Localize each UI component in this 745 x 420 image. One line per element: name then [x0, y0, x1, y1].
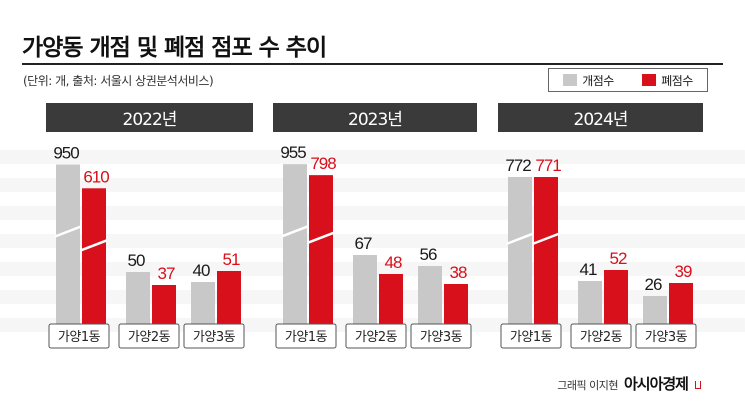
category-label-2024년-가양3동: 가양3동 [645, 330, 688, 345]
legend-item-open: 개점수 [563, 72, 614, 89]
bar-2024년-가양3동-close [669, 283, 693, 324]
category-label-2024년-가양2동: 가양2동 [580, 330, 623, 345]
chart-title: 가양동 개점 및 폐점 점포 수 추이 [22, 35, 327, 61]
data-label-2024년-가양1동-open: 772 [505, 156, 531, 175]
bar-2022년-가양1동-open [56, 164, 80, 324]
data-label-2024년-가양3동-close: 39 [675, 262, 692, 281]
data-label-2024년-가양1동-close: 771 [535, 156, 561, 175]
category-label-2022년-가양2동: 가양2동 [128, 330, 171, 345]
legend: 개점수 폐점수 [548, 68, 708, 92]
bar-2024년-가양3동-open [643, 296, 667, 324]
category-box-2022년-가양2동 [118, 323, 180, 349]
data-label-2023년-가양3동-open: 56 [420, 245, 437, 264]
bar-2024년-가양1동-open [508, 176, 532, 324]
bar-2022년-가양1동-close [82, 188, 106, 324]
category-label-2023년-가양1동: 가양1동 [285, 330, 328, 345]
data-label-2022년-가양3동-close: 51 [223, 250, 240, 269]
axis-break-2023년-가양1동-open [281, 225, 309, 238]
category-label-2022년-가양1동: 가양1동 [58, 330, 101, 345]
publisher-logo: 아시아경제 [623, 375, 689, 393]
category-box-2022년-가양1동 [48, 323, 110, 349]
data-label-2023년-가양3동-close: 38 [450, 263, 467, 282]
axis-break-2022년-가양1동-close [80, 239, 108, 252]
credit-text: 그래픽 이지현 [557, 379, 618, 392]
bar-2022년-가양3동-open [191, 282, 215, 324]
bar-2023년-가양1동-close [309, 175, 333, 324]
category-box-2024년-가양3동 [635, 323, 697, 349]
bar-2022년-가양2동-close [152, 285, 176, 324]
data-label-2022년-가양1동-close: 610 [83, 167, 109, 186]
axis-break-2024년-가양1동-close [532, 232, 560, 245]
category-label-2023년-가양3동: 가양3동 [420, 330, 463, 345]
data-label-2022년-가양2동-open: 50 [128, 251, 145, 270]
axis-break-2023년-가양1동-close [307, 231, 335, 244]
data-label-2022년-가양1동-open: 950 [53, 144, 79, 163]
category-box-2023년-가양1동 [275, 323, 337, 349]
year-header-2024: 2024년 [498, 103, 703, 132]
data-label-2024년-가양2동-open: 41 [580, 260, 597, 279]
data-label-2023년-가양1동-open: 955 [280, 143, 306, 162]
category-box-2024년-가양1동 [500, 323, 562, 349]
category-box-2023년-가양3동 [410, 323, 472, 349]
category-box-2023년-가양2동 [345, 323, 407, 349]
axis-break-2022년-가양1동-open [54, 225, 82, 238]
category-label-2022년-가양3동: 가양3동 [193, 330, 236, 345]
category-box-2024년-가양2동 [570, 323, 632, 349]
bar-2023년-가양3동-open [418, 266, 442, 324]
title-divider [22, 63, 723, 65]
bar-2022년-가양3동-close [217, 271, 241, 324]
bar-2023년-가양2동-close [379, 274, 403, 324]
category-label-2023년-가양2동: 가양2동 [355, 330, 398, 345]
bar-2024년-가양1동-close [534, 177, 558, 324]
data-label-2024년-가양3동-open: 26 [645, 275, 662, 294]
data-label-2023년-가양1동-close: 798 [310, 154, 336, 173]
bar-2022년-가양2동-open [126, 272, 150, 324]
bar-2023년-가양3동-close [444, 284, 468, 324]
data-label-2022년-가양2동-close: 37 [158, 264, 175, 283]
data-label-2023년-가양2동-close: 48 [385, 253, 402, 272]
data-label-2024년-가양2동-close: 52 [610, 249, 627, 268]
category-box-2022년-가양3동 [183, 323, 245, 349]
legend-label-close: 폐점수 [661, 73, 693, 88]
axis-break-2024년-가양1동-open [506, 232, 534, 245]
logo-mark-icon [695, 381, 701, 389]
legend-item-close: 폐점수 [642, 72, 693, 89]
category-label-2024년-가양1동: 가양1동 [510, 330, 553, 345]
year-header-2022: 2022년 [46, 103, 253, 132]
legend-swatch-close [642, 74, 657, 86]
credit: 그래픽 이지현 아시아경제 [557, 373, 701, 394]
year-header-2023: 2023년 [273, 103, 477, 132]
legend-swatch-open [563, 74, 578, 86]
legend-label-open: 개점수 [582, 73, 614, 88]
bar-2024년-가양2동-close [604, 270, 628, 324]
data-label-2022년-가양3동-open: 40 [193, 261, 210, 280]
bar-2023년-가양1동-open [283, 164, 307, 324]
chart-subtitle: (단위: 개, 출처: 서울시 상권분석서비스) [23, 74, 214, 88]
data-label-2023년-가양2동-open: 67 [355, 234, 372, 253]
bar-2023년-가양2동-open [353, 255, 377, 324]
bar-2024년-가양2동-open [578, 281, 602, 324]
